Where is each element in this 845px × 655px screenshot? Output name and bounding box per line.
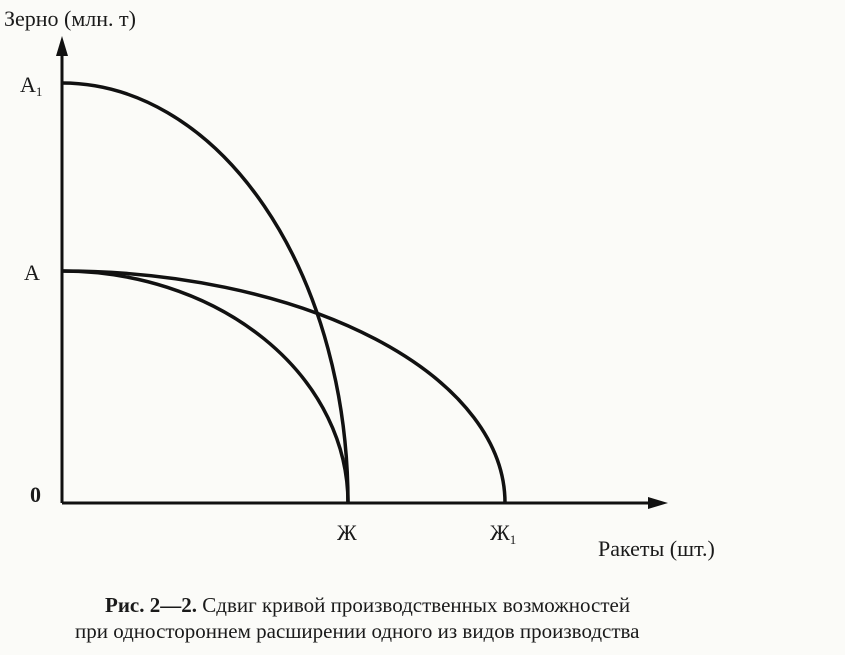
point-label: A: [24, 260, 40, 285]
ppf-a1-zh: [61, 81, 350, 504]
point-label: Ж: [337, 520, 357, 545]
point-label: Ж1: [490, 520, 516, 547]
point-subscript: 1: [510, 532, 517, 547]
origin-label: 0: [30, 482, 41, 507]
point-label: A1: [20, 72, 42, 99]
caption-line: при одностороннем расширении одного из в…: [75, 619, 640, 643]
point-subscript: 1: [36, 84, 43, 99]
ppf-a-zh: [61, 269, 350, 504]
caption-figure: Рис. 2—2.: [105, 593, 197, 617]
x-axis-label: Ракеты (шт.): [598, 536, 715, 561]
caption-text: Сдвиг кривой производственных возможност…: [202, 593, 630, 617]
x-axis-arrow: [648, 497, 668, 509]
caption-line: Рис. 2—2. Сдвиг кривой производственных …: [105, 593, 630, 617]
ppf-a-zh1: [61, 269, 507, 504]
point-letter: A: [20, 72, 36, 97]
y-axis-label: Зерно (млн. т): [4, 6, 136, 31]
y-axis-arrow: [56, 36, 68, 56]
point-letter: Ж: [490, 520, 510, 545]
